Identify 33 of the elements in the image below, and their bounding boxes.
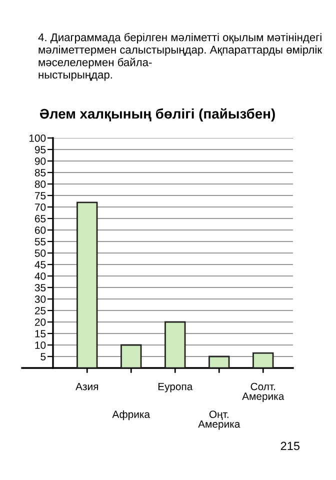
y-tick-label: 70 <box>35 204 46 211</box>
y-tick-label: 60 <box>35 226 46 234</box>
y-tick-label: 75 <box>35 192 46 200</box>
y-tick-label: 20 <box>34 318 46 326</box>
y-tick-label: 30 <box>34 296 46 303</box>
chart-title: Әлем халқының бөлігі (пайызбен) <box>40 108 275 122</box>
y-tick-label: 40 <box>34 272 46 280</box>
y-tick-label: 85 <box>34 169 46 176</box>
y-tick-label: 65 <box>35 215 46 222</box>
y-tick-label: 95 <box>34 146 46 154</box>
y-tick-label: 25 <box>34 307 46 314</box>
x-tick-label: Солт. Америка <box>242 382 284 402</box>
bar <box>164 321 186 368</box>
x-tick-label: Азия <box>76 382 98 390</box>
y-tick-label: 90 <box>34 158 46 165</box>
x-tick-label: Оңт. Америка <box>198 410 240 430</box>
y-tick-label: 55 <box>34 238 46 246</box>
bar <box>120 344 142 368</box>
x-tick-label: Африка <box>112 410 150 420</box>
y-tick-label: 15 <box>35 330 46 338</box>
bar <box>76 202 98 368</box>
text: 4. Диаграммада берілген мәліметті оқылым мәтініндегі мәліметтермен салыстырыңдар. Ақпараттарды өмірлік мәселелермен байла- ныстырыңдар. <box>38 33 322 81</box>
y-tick-label: 5 <box>40 353 46 360</box>
bar <box>252 352 274 368</box>
bar <box>208 356 230 368</box>
y-tick-label: 100 <box>29 134 46 142</box>
x-tick-label: Еуропа <box>158 382 193 392</box>
y-tick-label: 80 <box>34 180 46 188</box>
y-tick-label: 50 <box>34 250 46 257</box>
text: 215 <box>280 442 300 450</box>
y-tick-label: 10 <box>35 342 46 349</box>
y-tick-label: 35 <box>34 284 46 292</box>
y-tick-label: 45 <box>34 261 46 268</box>
